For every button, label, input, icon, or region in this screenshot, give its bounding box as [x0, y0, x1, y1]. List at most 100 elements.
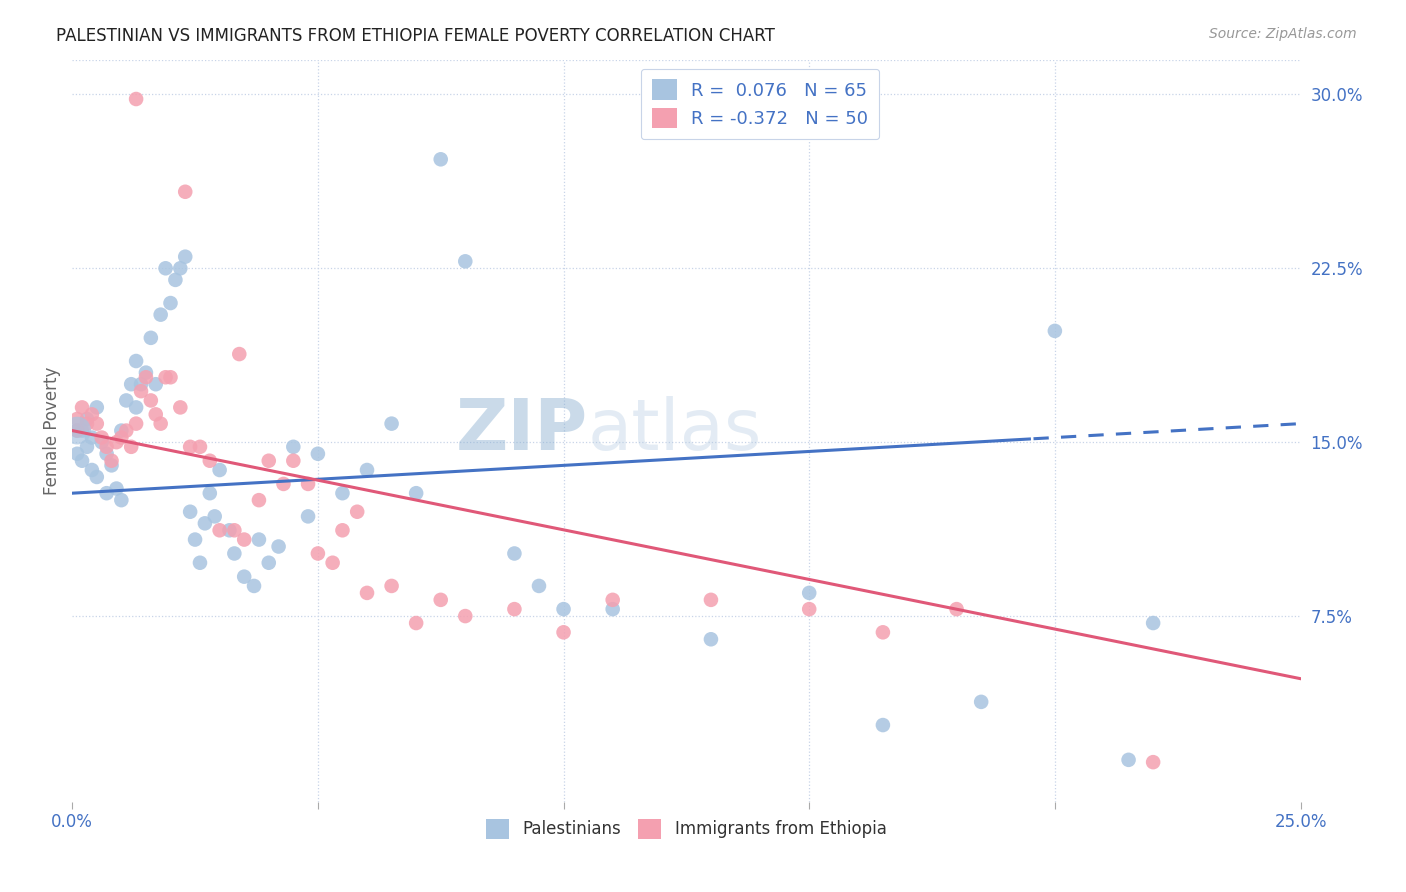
Point — [80, 463, 103, 477]
Legend: Palestinians, Immigrants from Ethiopia: Palestinians, Immigrants from Ethiopia — [479, 813, 893, 846]
Point — [332, 523, 354, 537]
Point — [145, 377, 167, 392]
Point — [76, 417, 98, 431]
Point — [86, 417, 108, 431]
Point — [70, 424, 93, 438]
Point — [224, 546, 246, 560]
Point — [247, 533, 270, 547]
Point — [90, 435, 112, 450]
Point — [503, 546, 526, 560]
Point — [454, 609, 477, 624]
Point — [149, 308, 172, 322]
Point — [381, 579, 404, 593]
Point — [145, 408, 167, 422]
Point — [218, 523, 240, 537]
Point — [429, 592, 451, 607]
Point — [100, 458, 122, 473]
Point — [125, 92, 148, 106]
Point — [233, 569, 256, 583]
Point — [198, 486, 221, 500]
Point — [945, 602, 967, 616]
Point — [700, 592, 723, 607]
Point — [405, 486, 427, 500]
Point — [381, 417, 404, 431]
Point — [139, 331, 162, 345]
Point — [1118, 753, 1140, 767]
Point — [184, 533, 207, 547]
Point — [267, 540, 290, 554]
Point — [125, 417, 148, 431]
Point — [169, 261, 191, 276]
Point — [135, 370, 157, 384]
Point — [307, 447, 329, 461]
Point — [179, 505, 201, 519]
Point — [454, 254, 477, 268]
Point — [194, 516, 217, 531]
Point — [405, 615, 427, 630]
Point — [135, 366, 157, 380]
Point — [115, 424, 138, 438]
Point — [297, 509, 319, 524]
Point — [307, 546, 329, 560]
Point — [503, 602, 526, 616]
Text: atlas: atlas — [588, 396, 762, 465]
Point — [1043, 324, 1066, 338]
Point — [799, 602, 821, 616]
Y-axis label: Female Poverty: Female Poverty — [44, 367, 60, 495]
Point — [76, 412, 98, 426]
Point — [96, 447, 118, 461]
Text: ZIP: ZIP — [456, 396, 588, 465]
Point — [110, 424, 132, 438]
Point — [602, 592, 624, 607]
Point — [257, 454, 280, 468]
Point — [257, 556, 280, 570]
Point — [1142, 615, 1164, 630]
Point — [96, 486, 118, 500]
Point — [139, 393, 162, 408]
Point — [346, 505, 368, 519]
Point — [179, 440, 201, 454]
Point — [188, 556, 211, 570]
Point — [283, 454, 305, 468]
Point — [208, 463, 231, 477]
Point — [105, 435, 128, 450]
Point — [243, 579, 266, 593]
Point — [233, 533, 256, 547]
Point — [872, 718, 894, 732]
Point — [149, 417, 172, 431]
Point — [174, 250, 197, 264]
Point — [602, 602, 624, 616]
Point — [356, 463, 378, 477]
Point — [174, 185, 197, 199]
Point — [228, 347, 250, 361]
Point — [155, 370, 177, 384]
Point — [283, 440, 305, 454]
Point — [80, 431, 103, 445]
Point — [188, 440, 211, 454]
Point — [159, 296, 181, 310]
Point — [66, 424, 89, 438]
Point — [120, 440, 142, 454]
Point — [129, 384, 152, 399]
Point — [297, 477, 319, 491]
Point — [332, 486, 354, 500]
Point — [527, 579, 550, 593]
Point — [169, 401, 191, 415]
Point — [356, 586, 378, 600]
Point — [86, 470, 108, 484]
Point — [76, 440, 98, 454]
Point — [66, 424, 89, 438]
Point — [115, 393, 138, 408]
Point — [159, 370, 181, 384]
Point — [105, 482, 128, 496]
Point — [553, 602, 575, 616]
Point — [429, 153, 451, 167]
Point — [198, 454, 221, 468]
Point — [165, 273, 187, 287]
Point — [204, 509, 226, 524]
Point — [70, 454, 93, 468]
Point — [100, 454, 122, 468]
Point — [799, 586, 821, 600]
Point — [1142, 755, 1164, 769]
Point — [70, 401, 93, 415]
